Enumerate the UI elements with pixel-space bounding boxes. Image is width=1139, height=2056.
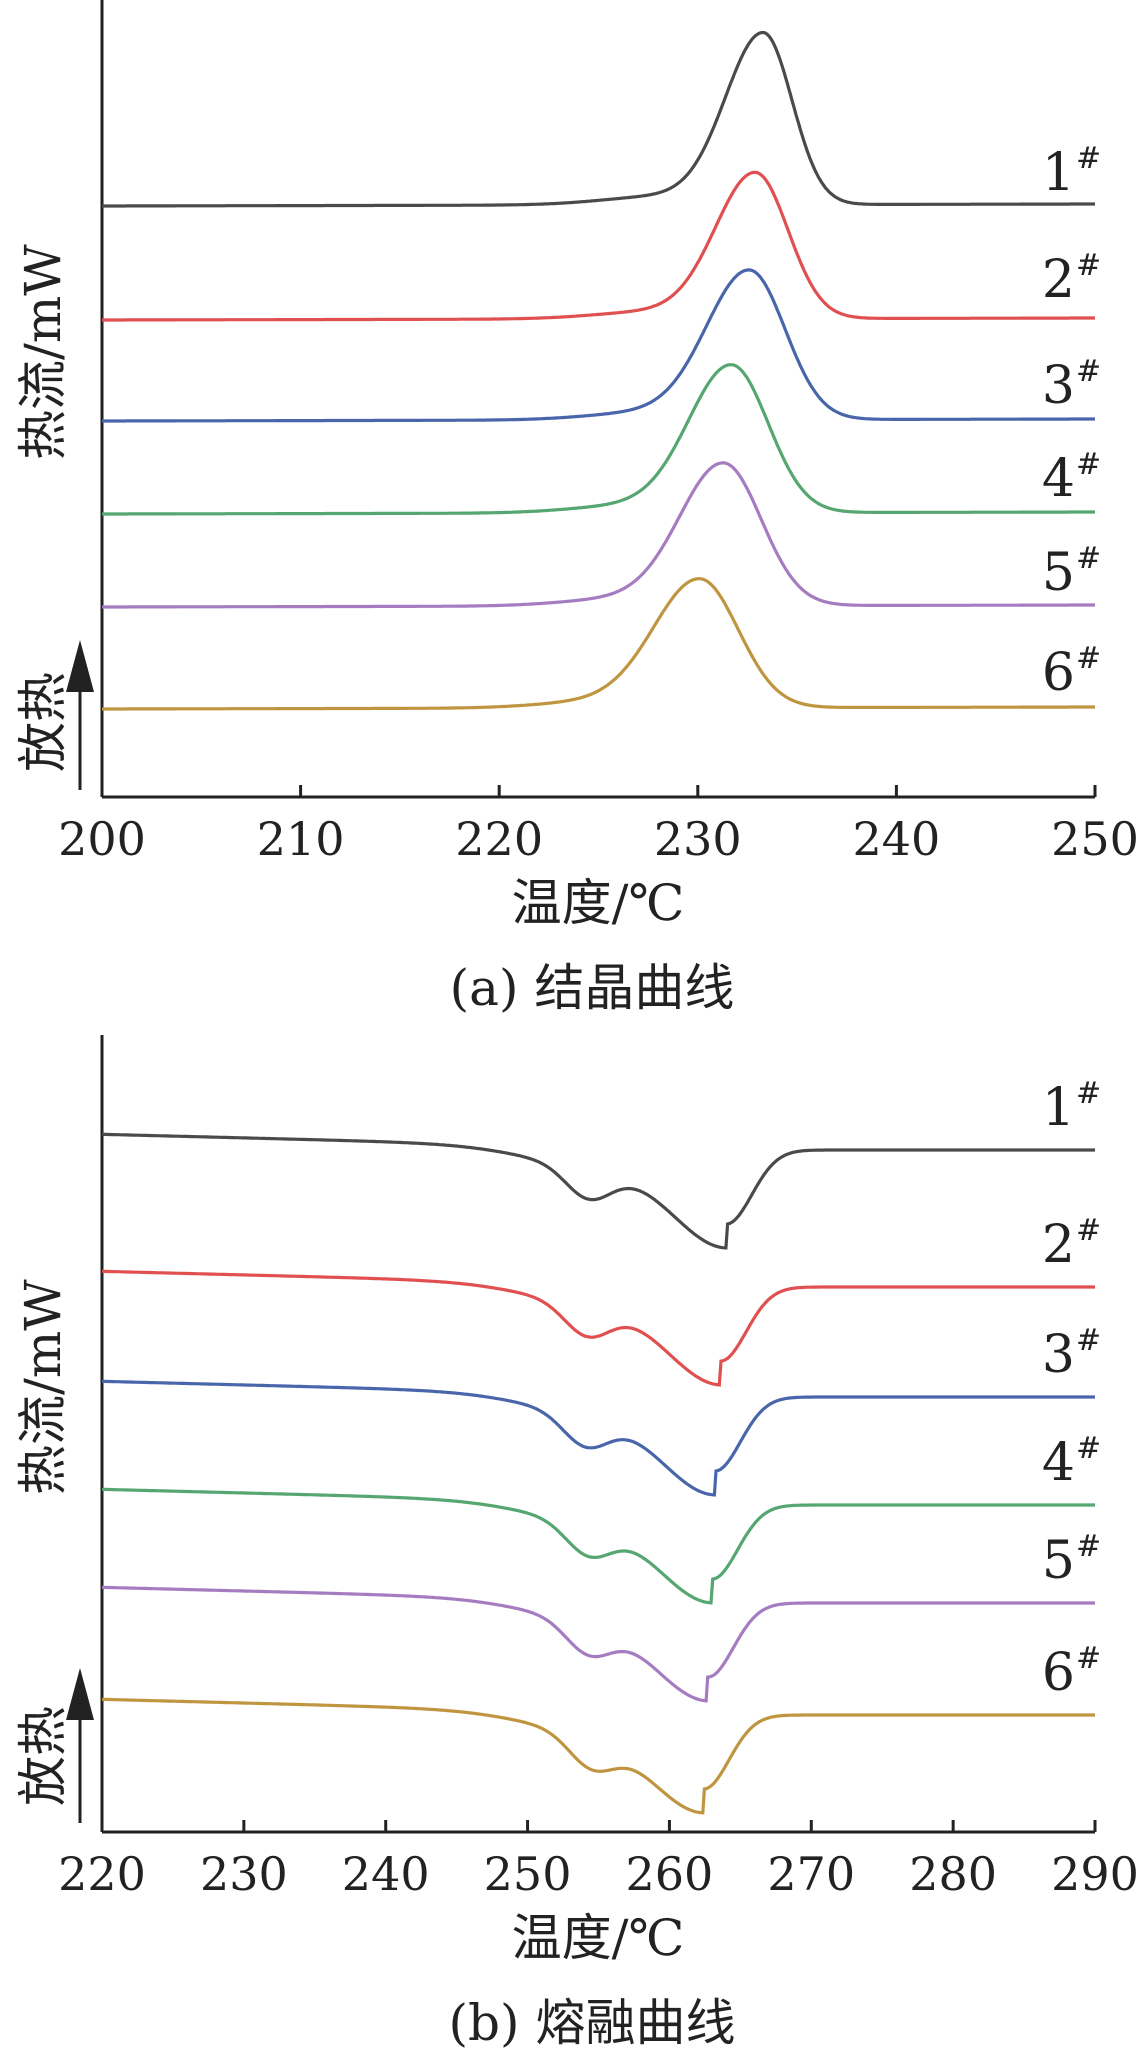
series-label-suffix: # xyxy=(1076,1213,1101,1248)
x-tick-label: 250 xyxy=(484,1847,572,1901)
series-label-3: 3 xyxy=(1042,1325,1075,1385)
series-line-1 xyxy=(101,1132,1095,1250)
series-label-2: 2 xyxy=(1042,1215,1075,1275)
series-line-3 xyxy=(102,268,1095,423)
x-ticks: 220 230 240 250 260 270 280 290 xyxy=(58,1820,1139,1901)
series-label-suffix: # xyxy=(1076,354,1101,389)
series-label-4: 4 xyxy=(1042,449,1075,509)
x-tick-label: 210 xyxy=(257,812,345,866)
y-axis-label: 热流/mW xyxy=(14,244,72,460)
exotherm-indicator: 放热 xyxy=(14,640,94,790)
series-label-1: 1 xyxy=(1042,143,1075,203)
series-label-3: 3 xyxy=(1042,356,1075,416)
series-label-suffix: # xyxy=(1076,1641,1101,1676)
series-label-6: 6 xyxy=(1042,1643,1075,1703)
series-label-5: 5 xyxy=(1042,543,1075,603)
series-label-suffix: # xyxy=(1076,141,1101,176)
x-ticks: 200 210 220 230 240 250 xyxy=(58,785,1139,866)
series-label-suffix: # xyxy=(1076,1323,1101,1358)
exo-label: 放热 xyxy=(14,672,72,772)
x-tick-label: 270 xyxy=(767,1847,855,1901)
series-label-suffix: # xyxy=(1076,248,1101,283)
series-labels: 1 #2 #3 #4 #5 #6 # xyxy=(1042,1076,1101,1703)
series-line-6 xyxy=(102,577,1095,711)
series-label-6: 6 xyxy=(1042,643,1075,703)
panel-caption: (b) 熔融曲线 xyxy=(449,1994,736,2052)
series-line-6 xyxy=(101,1697,1095,1815)
x-tick-label: 220 xyxy=(455,812,543,866)
exo-label: 放热 xyxy=(14,1706,72,1806)
exotherm-indicator: 放热 xyxy=(14,1668,94,1823)
series-line-1 xyxy=(102,30,1095,208)
curves xyxy=(101,1132,1095,1815)
x-axis-label: 温度/℃ xyxy=(512,1909,685,1967)
series-line-4 xyxy=(102,363,1095,516)
series-line-4 xyxy=(101,1487,1095,1605)
x-tick-label: 240 xyxy=(852,812,940,866)
x-tick-label: 280 xyxy=(909,1847,997,1901)
series-line-2 xyxy=(102,170,1095,322)
y-axis-label: 热流/mW xyxy=(14,1279,72,1495)
series-line-5 xyxy=(101,1585,1095,1703)
series-label-suffix: # xyxy=(1076,1076,1101,1111)
series-line-3 xyxy=(101,1379,1095,1497)
x-tick-label: 230 xyxy=(654,812,742,866)
x-tick-label: 250 xyxy=(1051,812,1139,866)
arrow-up-icon xyxy=(66,640,94,692)
x-tick-label: 240 xyxy=(342,1847,430,1901)
series-line-5 xyxy=(102,461,1095,609)
series-label-2: 2 xyxy=(1042,250,1075,310)
x-tick-label: 200 xyxy=(58,812,146,866)
series-label-suffix: # xyxy=(1076,641,1101,676)
curves xyxy=(102,30,1095,711)
series-label-1: 1 xyxy=(1042,1078,1075,1138)
x-axis-label: 温度/℃ xyxy=(512,874,685,932)
x-tick-label: 220 xyxy=(58,1847,146,1901)
melting-panel: 220 230 240 250 260 270 280 290 1 #2 #3 #4 #5 #6 # 热流… xyxy=(14,1035,1139,2052)
panel-caption: (a) 结晶曲线 xyxy=(450,959,735,1017)
series-labels: 1 #2 #3 #4 #5 #6 # xyxy=(1042,141,1101,703)
x-tick-label: 260 xyxy=(626,1847,714,1901)
series-label-4: 4 xyxy=(1042,1433,1075,1493)
arrow-up-icon xyxy=(66,1668,94,1720)
series-line-2 xyxy=(101,1269,1095,1387)
series-label-suffix: # xyxy=(1076,1431,1101,1466)
x-tick-label: 290 xyxy=(1051,1847,1139,1901)
series-label-5: 5 xyxy=(1042,1531,1075,1591)
crystallization-panel: 200 210 220 230 240 250 1 #2 #3 #4 #5 #6 # 热流/mW 放热… xyxy=(14,0,1139,1017)
series-label-suffix: # xyxy=(1076,541,1101,576)
series-label-suffix: # xyxy=(1076,1529,1101,1564)
x-tick-label: 230 xyxy=(200,1847,288,1901)
series-label-suffix: # xyxy=(1076,447,1101,482)
